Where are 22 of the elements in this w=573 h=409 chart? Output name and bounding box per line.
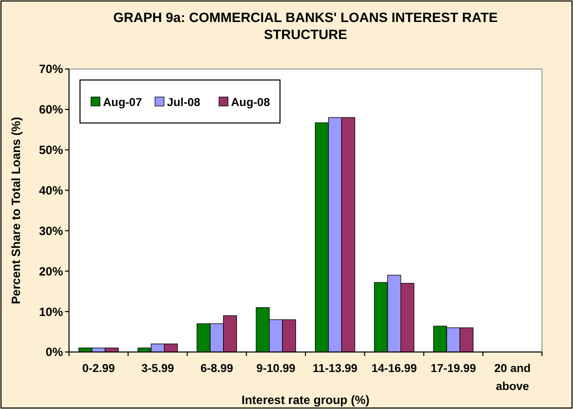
y-tick-label: 10% [38, 304, 64, 319]
y-tick-label: 60% [38, 102, 64, 117]
chart-title: GRAPH 9a: COMMERCIAL BANKS' LOANS INTEREST RATE STRUCTURE [113, 10, 498, 42]
legend-label: Aug-08 [231, 97, 271, 109]
x-tick-label: 11-13.99 [312, 363, 358, 375]
x-tick-label: 0-2.99 [82, 363, 115, 375]
x-tick-label: 20 and above [494, 363, 531, 393]
x-tick-label: 9-10.99 [256, 363, 296, 375]
x-tick-label: 17-19.99 [430, 363, 476, 375]
y-tick-label: 50% [38, 143, 64, 158]
y-tick-label: 20% [38, 264, 64, 278]
y-tick-label: 40% [38, 183, 64, 198]
x-tick-label: 14-16.99 [371, 363, 417, 375]
y-axis-title: Percent Share to Total Loans (%) [9, 116, 23, 304]
y-tick-label: 70% [38, 62, 64, 76]
x-tick-label: 6-8.99 [200, 363, 234, 375]
y-tick-label: 0% [46, 345, 64, 360]
legend-label: Aug-07 [103, 97, 142, 109]
x-tick-label: 3-5.99 [141, 363, 174, 375]
y-tick-label: 30% [38, 224, 64, 238]
x-axis-title: Interest rate group (%) [241, 393, 370, 407]
legend-label: Jul-08 [167, 97, 201, 109]
